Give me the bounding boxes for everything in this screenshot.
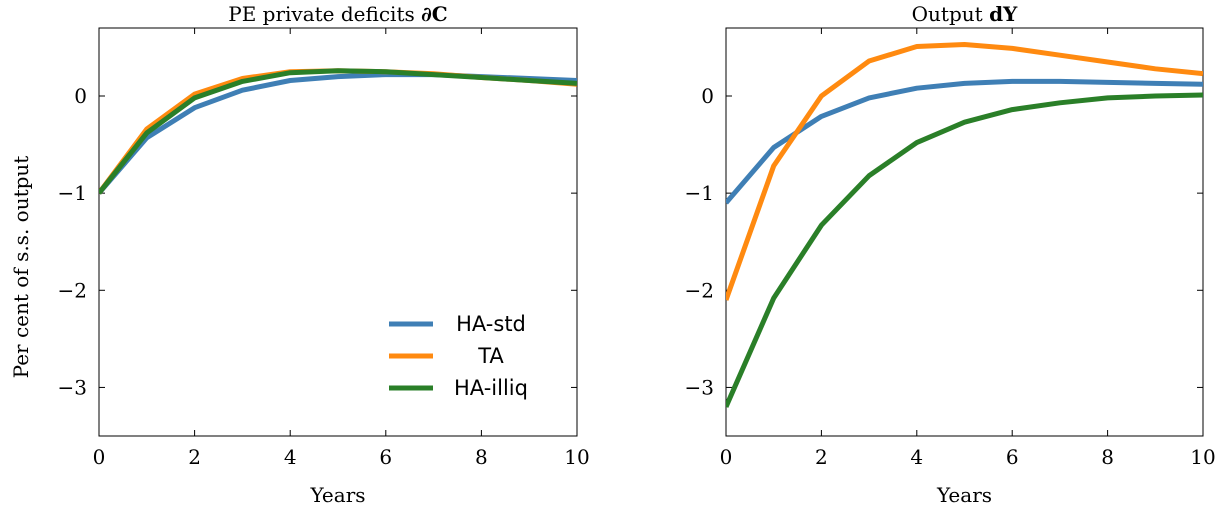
x-tick-label: 8: [475, 445, 488, 469]
x-axis-label: Years: [309, 483, 365, 507]
chart-title: PE private deficits ∂C: [228, 2, 447, 26]
y-tick-label: −1: [58, 181, 87, 205]
legend-label-ha-std: HA-std: [456, 312, 526, 336]
y-tick-label: −1: [685, 181, 714, 205]
x-tick-label: 2: [188, 445, 201, 469]
series-line-ta: [99, 68, 577, 195]
series-group: [99, 68, 577, 195]
series-line-ha-illiq: [99, 68, 577, 195]
plot-frame: [98, 27, 578, 437]
plot-frame: [725, 27, 1204, 437]
x-tick-label: 10: [1190, 445, 1215, 469]
x-tick-label: 2: [815, 445, 828, 469]
series-line-ha-std: [99, 72, 577, 195]
x-tick-label: 4: [910, 445, 923, 469]
x-tick-label: 4: [284, 445, 297, 469]
y-tick-label: 0: [701, 84, 714, 108]
x-tick-label: 6: [1006, 445, 1019, 469]
x-tick-label: 0: [93, 445, 106, 469]
legend: HA-std TA HA-illiq: [389, 312, 528, 400]
x-axis-label: Years: [936, 483, 992, 507]
y-tick-label: −3: [685, 375, 714, 399]
chart-panel-output: 0 2 4 6 8 10 −3 −2 −1 0 Output dY Years: [685, 2, 1216, 507]
y-tick-label: −2: [58, 278, 87, 302]
chart-title-text: Output: [912, 2, 989, 26]
y-axis-label: Per cent of s.s. output: [9, 156, 33, 379]
x-tick-label: 8: [1101, 445, 1114, 469]
series-line-ha-illiq: [726, 92, 1203, 408]
chart-title: Output dY: [912, 2, 1018, 26]
legend-label-ha-illiq: HA-illiq: [454, 376, 528, 400]
series-line-ha-std: [726, 78, 1203, 205]
chart-title-text: PE private deficits: [228, 2, 421, 26]
chart-title-math: ∂C: [421, 2, 448, 26]
legend-label-ta: TA: [477, 344, 504, 368]
series-line-ta: [726, 42, 1203, 301]
x-tick-label: 6: [379, 445, 392, 469]
y-tick-label: −2: [685, 278, 714, 302]
x-tick-label: 10: [564, 445, 589, 469]
x-tick-label: 0: [720, 445, 733, 469]
chart-title-math: dY: [989, 2, 1018, 26]
chart-panel-private-deficits: 0 2 4 6 8 10 −3 −2 −1 0 PE private deficits ∂C Year…: [58, 2, 590, 507]
y-tick-label: −3: [58, 375, 87, 399]
series-group: [726, 42, 1203, 408]
y-tick-label: 0: [74, 84, 87, 108]
